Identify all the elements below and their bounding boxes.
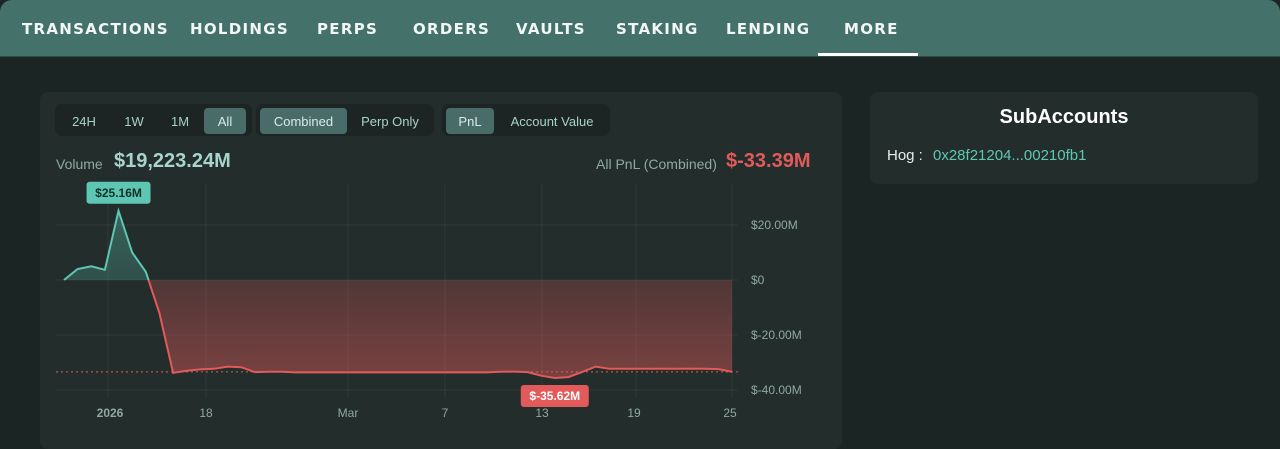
tab-more[interactable]: MORE [844,19,899,38]
tab-orders[interactable]: ORDERS [413,19,491,38]
min-value-badge [520,384,589,407]
tab-transactions[interactable]: TRANSACTIONS [22,19,169,38]
y-tick-label: $-20.00M [751,328,802,342]
x-tick-label: 7 [442,406,449,420]
positive-area [64,210,732,280]
subaccounts-title: SubAccounts [999,106,1129,128]
x-tick-label: 18 [199,406,213,420]
tab-holdings[interactable]: HOLDINGS [190,19,289,38]
active-tab-underline [818,53,918,56]
x-tick-label: 19 [627,406,641,420]
x-tick-label: 2026 [97,406,124,420]
max-value-label: $25.16M [95,186,142,200]
top-navigation: TRANSACTIONS HOLDINGS PERPS ORDERS VAULT… [0,0,1280,57]
pnl-line-negative [64,280,733,380]
tab-staking[interactable]: STAKING [616,19,699,38]
pnl-value: $-33.39M [726,150,811,172]
subaccount-address-link[interactable]: 0x28f21204...00210fb1 [933,147,1087,164]
range-1w-button[interactable]: 1W [124,113,144,129]
tab-perps[interactable]: PERPS [317,19,379,38]
x-tick-label: 25 [723,406,737,420]
scope-combined-button[interactable]: Combined [260,108,347,134]
volume-value: $19,223.24M [114,150,231,172]
y-tick-label: $-40.00M [751,383,802,397]
scope-perp-only-button[interactable]: Perp Only [361,113,419,129]
range-all-button[interactable]: All [204,108,246,134]
range-1m-button[interactable]: 1M [170,113,190,129]
pnl-label: All PnL (Combined) [596,156,717,172]
tab-lending[interactable]: LENDING [726,19,811,38]
volume-label: Volume [56,156,103,172]
subaccount-name: Hog : [887,147,923,164]
x-tick-label: Mar [338,406,359,420]
y-tick-label: $0 [751,273,765,287]
metric-account-value-button[interactable]: Account Value [510,113,594,129]
negative-area [64,280,732,378]
tab-vaults[interactable]: VAULTS [516,19,586,38]
range-24h-button[interactable]: 24H [72,113,96,129]
x-tick-label: 13 [535,406,549,420]
metric-pnl-button[interactable]: PnL [446,108,494,134]
y-tick-label: $20.00M [751,218,798,232]
pnl-chart[interactable]: $20.00M $0 $-20.00M $-40.00M 2026 18 Mar 7 13 19 2… [40,176,842,449]
subaccounts-card [870,92,1258,184]
max-value-badge [86,181,151,204]
min-value-label: $-35.62M [529,389,580,403]
